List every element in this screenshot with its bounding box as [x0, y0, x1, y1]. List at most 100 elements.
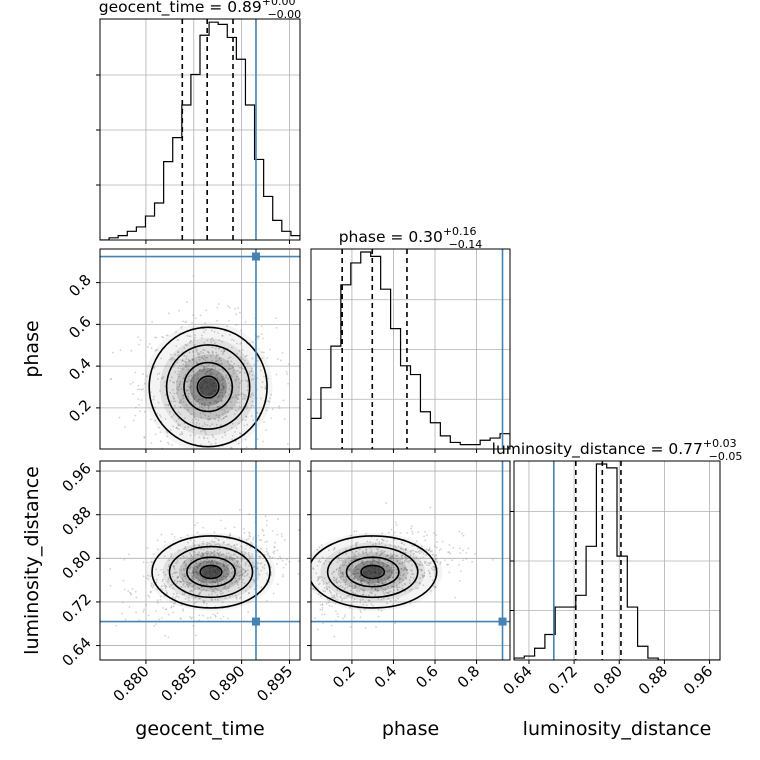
- sample-point: [178, 383, 181, 386]
- contour-1: [326, 545, 419, 599]
- sample-point: [190, 385, 193, 388]
- sample-point: [318, 559, 321, 562]
- sample-point: [182, 609, 185, 612]
- sample-point: [188, 375, 190, 378]
- sample-point: [399, 562, 401, 565]
- sample-point: [207, 550, 209, 553]
- sample-point: [373, 583, 376, 585]
- sample-point: [317, 560, 320, 563]
- sample-point: [323, 613, 326, 616]
- sample-point: [273, 546, 276, 549]
- sample-point: [288, 560, 291, 563]
- sample-point: [357, 571, 360, 574]
- sample-point: [184, 361, 187, 364]
- sample-point: [229, 583, 232, 585]
- sample-point: [196, 449, 198, 451]
- sample-point: [195, 562, 197, 565]
- sample-point: [309, 615, 311, 617]
- sample-point: [210, 338, 212, 341]
- sample-point: [197, 574, 200, 576]
- sample-point: [247, 610, 250, 613]
- sample-point: [448, 544, 451, 546]
- sample-point: [351, 595, 354, 598]
- sample-point: [243, 397, 246, 400]
- sample-point: [276, 549, 279, 552]
- sample-point: [424, 562, 426, 565]
- sample-point: [462, 549, 464, 552]
- sample-point: [248, 513, 251, 515]
- sample-point: [234, 307, 237, 310]
- sample-point: [237, 369, 240, 372]
- sample-point: [182, 377, 185, 380]
- title-minus: −0.00: [267, 8, 301, 21]
- sample-point: [390, 564, 393, 567]
- sample-point: [390, 572, 393, 575]
- sample-point: [286, 443, 289, 445]
- sample-point: [208, 567, 211, 570]
- sample-point: [202, 526, 205, 529]
- sample-point: [220, 418, 223, 421]
- sample-point: [250, 367, 253, 370]
- sample-point: [418, 563, 421, 566]
- sample-point: [366, 553, 369, 556]
- sample-point: [203, 560, 206, 563]
- sample-point: [175, 331, 177, 333]
- sample-point: [382, 562, 385, 565]
- sample-point: [180, 326, 182, 329]
- sample-point: [165, 430, 168, 433]
- sample-point: [260, 386, 263, 389]
- sample-point: [198, 369, 201, 371]
- sample-point: [209, 378, 212, 381]
- sample-point: [219, 452, 221, 454]
- sample-point: [121, 601, 124, 604]
- panel-frame: [99, 18, 301, 241]
- sample-point: [330, 624, 333, 627]
- sample-point: [380, 551, 383, 554]
- sample-point: [218, 357, 221, 359]
- sample-point: [285, 563, 288, 566]
- sample-point: [250, 553, 253, 555]
- sample-point: [187, 597, 190, 599]
- sample-point: [207, 559, 210, 562]
- sample-point: [228, 368, 231, 371]
- sample-point: [211, 364, 214, 367]
- sample-point: [155, 349, 158, 352]
- sample-point: [354, 576, 356, 578]
- sample-point: [279, 555, 281, 558]
- sample-point: [360, 577, 363, 580]
- sample-point: [184, 564, 187, 567]
- sample-point: [406, 569, 409, 572]
- sample-point: [189, 582, 192, 585]
- sample-point: [396, 559, 399, 562]
- sample-point: [386, 576, 389, 579]
- sample-point: [225, 565, 228, 568]
- sample-point: [178, 385, 181, 388]
- sample-point: [243, 575, 246, 578]
- sample-point: [409, 602, 412, 604]
- sample-point: [439, 561, 442, 564]
- sample-point: [153, 624, 156, 627]
- sample-point: [281, 559, 284, 562]
- sample-point: [169, 358, 172, 361]
- sample-point: [167, 636, 170, 639]
- sample-point: [241, 578, 244, 581]
- sample-point: [322, 622, 325, 625]
- sample-point: [257, 338, 260, 340]
- sample-point: [241, 581, 243, 584]
- sample-point: [224, 434, 227, 436]
- sample-point: [376, 560, 379, 563]
- sample-point: [377, 581, 380, 583]
- sample-point: [142, 575, 145, 578]
- sample-point: [378, 573, 381, 575]
- sample-point: [396, 555, 399, 557]
- sample-point: [199, 386, 202, 389]
- sample-point: [391, 563, 394, 566]
- sample-point: [189, 559, 192, 562]
- sample-point: [233, 581, 236, 584]
- sample-point: [227, 564, 230, 567]
- sample-point: [203, 573, 206, 576]
- sample-point: [168, 613, 170, 616]
- sample-point: [233, 563, 236, 566]
- sample-point: [345, 552, 348, 555]
- sample-point: [208, 418, 211, 420]
